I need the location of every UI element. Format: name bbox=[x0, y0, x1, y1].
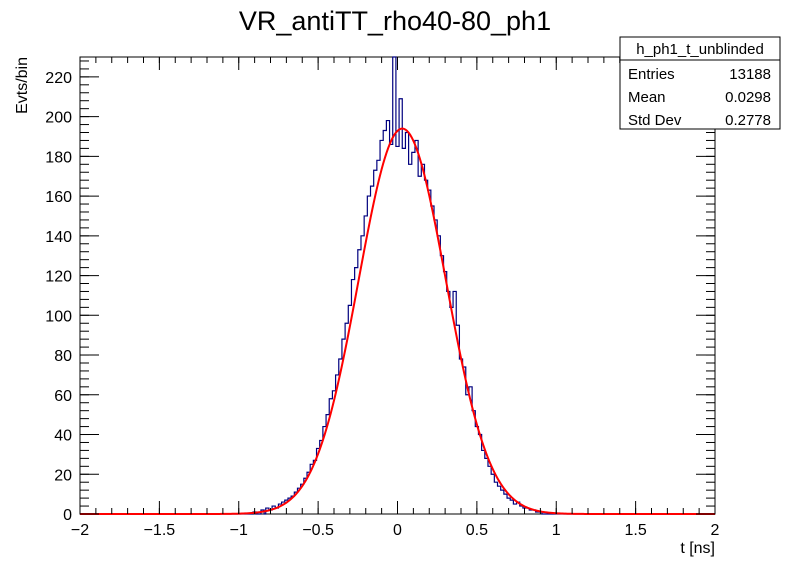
histogram-series bbox=[80, 56, 715, 515]
histogram-bin bbox=[459, 359, 462, 514]
histogram-bin bbox=[399, 99, 402, 514]
histogram-bin bbox=[434, 220, 437, 514]
histogram-bin bbox=[361, 236, 364, 514]
histogram-bin bbox=[396, 146, 399, 514]
x-axis-label: t [ns] bbox=[680, 540, 715, 557]
histogram-bin bbox=[386, 121, 389, 514]
x-tick-label: 0.5 bbox=[466, 522, 488, 539]
stats-mean-value: 0.0298 bbox=[725, 89, 771, 106]
histogram-bin bbox=[405, 133, 408, 514]
y-axis: 0 20 40 60 80 100 120 140 160 180 200 220 bbox=[45, 60, 715, 524]
chart-title: VR_antiTT_rho40-80_ph1 bbox=[239, 6, 551, 36]
histogram-bin bbox=[447, 291, 450, 514]
y-tick-label: 180 bbox=[45, 149, 72, 166]
y-tick-label: 40 bbox=[54, 428, 72, 445]
fit-curve bbox=[80, 127, 715, 515]
y-tick-label: 220 bbox=[45, 70, 72, 87]
x-tick-label: −0.5 bbox=[302, 522, 334, 539]
x-tick-label: 1 bbox=[552, 522, 561, 539]
histogram-bin bbox=[409, 164, 412, 514]
x-tick-label: 2 bbox=[711, 522, 720, 539]
stats-box: h_ph1_t_unblinded Entries 13188 Mean 0.0… bbox=[619, 36, 781, 130]
histogram-bin bbox=[466, 395, 469, 514]
stats-box-frame bbox=[619, 36, 781, 130]
histogram-bin bbox=[440, 256, 443, 514]
stats-stddev-label: Std Dev bbox=[628, 112, 682, 129]
histogram-bin bbox=[421, 164, 424, 514]
histogram-bin bbox=[437, 236, 440, 514]
stats-mean-label: Mean bbox=[628, 89, 666, 106]
histogram-bin bbox=[412, 152, 415, 514]
y-tick-label: 60 bbox=[54, 388, 72, 405]
histogram-bin bbox=[444, 272, 447, 514]
stats-box-title: h_ph1_t_unblinded bbox=[636, 41, 764, 58]
histogram-bin bbox=[402, 148, 405, 514]
x-tick-label: 0 bbox=[393, 522, 402, 539]
stats-entries-label: Entries bbox=[628, 66, 675, 83]
y-tick-label: 120 bbox=[45, 269, 72, 286]
histogram-bin bbox=[428, 190, 431, 514]
histogram-bin bbox=[415, 140, 418, 514]
histogram-bin bbox=[377, 160, 380, 514]
y-tick-label: 20 bbox=[54, 467, 72, 484]
x-tick-label: −1 bbox=[230, 522, 248, 539]
histogram-bin bbox=[431, 206, 434, 514]
histogram-bin bbox=[450, 307, 453, 514]
histogram-bin bbox=[494, 482, 497, 514]
histogram-bin bbox=[355, 268, 358, 514]
y-tick-label: 160 bbox=[45, 189, 72, 206]
histogram-bin bbox=[418, 176, 421, 514]
x-axis: −2 −1.5 −1 −0.5 0 0.5 1 1.5 2 bbox=[71, 57, 720, 539]
histogram-bin bbox=[320, 440, 323, 514]
histogram-bin bbox=[475, 427, 478, 514]
histogram-bin bbox=[513, 504, 516, 514]
stats-stddev-value: 0.2778 bbox=[725, 112, 771, 129]
y-tick-label: 140 bbox=[45, 229, 72, 246]
histogram-bin bbox=[424, 180, 427, 514]
histogram-bin bbox=[482, 450, 485, 514]
y-tick-label: 80 bbox=[54, 348, 72, 365]
histogram-bin bbox=[374, 170, 377, 514]
histogram-bin bbox=[371, 186, 374, 514]
histogram-line bbox=[80, 56, 715, 515]
y-axis-label: Evts/bin bbox=[14, 57, 31, 114]
fit-curve-group bbox=[80, 127, 715, 515]
histogram-bin bbox=[390, 144, 393, 514]
histogram-bin bbox=[332, 391, 335, 514]
stats-entries-value: 13188 bbox=[729, 66, 771, 83]
x-tick-label: −2 bbox=[71, 522, 89, 539]
y-tick-label: 100 bbox=[45, 308, 72, 325]
histogram-bin bbox=[383, 131, 386, 514]
histogram-bin bbox=[380, 140, 383, 514]
x-tick-label: −1.5 bbox=[144, 522, 176, 539]
histogram-bin bbox=[313, 460, 316, 514]
y-tick-label: 200 bbox=[45, 110, 72, 127]
histogram-bin bbox=[367, 196, 370, 514]
histogram-bin bbox=[358, 250, 361, 514]
x-tick-label: 1.5 bbox=[625, 522, 647, 539]
y-tick-label: 0 bbox=[63, 507, 72, 524]
histogram-bin bbox=[364, 216, 367, 514]
